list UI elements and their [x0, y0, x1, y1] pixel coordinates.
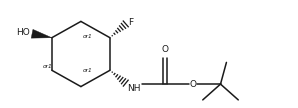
- Text: NH: NH: [127, 84, 140, 93]
- Text: O: O: [162, 44, 169, 53]
- Text: HO: HO: [16, 28, 30, 37]
- Text: or1: or1: [82, 34, 92, 39]
- Text: O: O: [189, 80, 196, 89]
- Polygon shape: [31, 29, 52, 38]
- Text: or1: or1: [82, 68, 92, 73]
- Text: or1: or1: [43, 64, 52, 69]
- Text: F: F: [128, 18, 133, 27]
